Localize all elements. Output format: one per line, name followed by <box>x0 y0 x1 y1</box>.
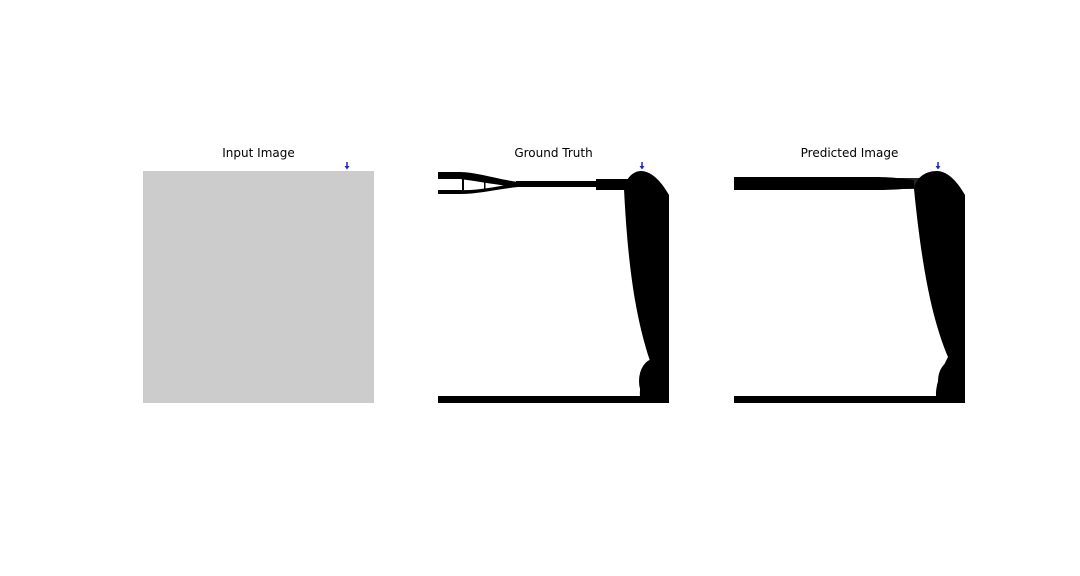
predicted-structure <box>734 171 965 403</box>
input-image-field <box>143 171 374 403</box>
input-image-panel <box>143 159 374 403</box>
predicted-image-title: Predicted Image <box>800 146 899 160</box>
load-arrow-icon <box>639 162 645 170</box>
ground-truth-svg <box>438 162 669 403</box>
ground-truth-panel <box>438 159 669 403</box>
ground-truth-structure <box>438 171 669 403</box>
ground-truth-title: Ground Truth <box>514 146 593 160</box>
load-arrow-icon <box>935 162 941 170</box>
predicted-image-panel <box>734 159 965 403</box>
load-arrow-icon <box>344 162 350 170</box>
input-image-svg <box>143 162 374 403</box>
predicted-image-svg <box>734 162 965 403</box>
input-image-title: Input Image <box>222 146 295 160</box>
